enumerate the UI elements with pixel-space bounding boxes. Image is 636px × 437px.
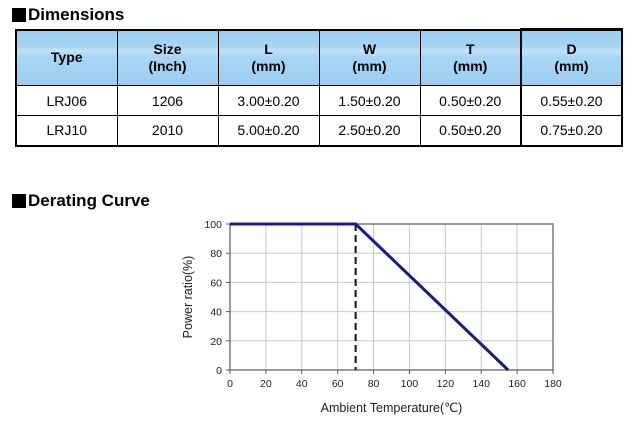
x-axis-title: Ambient Temperature(℃) <box>321 401 463 415</box>
x-tick-label: 20 <box>260 378 272 390</box>
table-cell-t: 0.50±0.20 <box>419 85 522 116</box>
table-cell-type: LRJ10 <box>15 115 118 146</box>
y-axis-title: Power ratio(%) <box>181 256 195 339</box>
x-tick-label: 120 <box>437 378 455 390</box>
table-header-row: Type Size (Inch) L (mm) W (mm) T (mm) <box>15 28 623 86</box>
derating-curve-svg: 0 20 40 60 80 100 120 140 160 180 0 20 40 60 80 100 Ambi… <box>181 219 562 415</box>
table-cell-d: 0.55±0.20 <box>520 85 623 116</box>
x-tick-label: 0 <box>227 378 233 390</box>
section-marker-icon <box>12 8 26 22</box>
section-title-text: Dimensions <box>28 5 125 24</box>
x-tick-label: 100 <box>401 378 419 390</box>
derating-line <box>230 222 510 372</box>
x-tick-label: 180 <box>544 378 562 390</box>
column-header-type: Type <box>15 29 118 86</box>
derating-section-title: Derating Curve <box>12 191 150 211</box>
column-header-l: L (mm) <box>217 29 320 86</box>
x-tick-label: 160 <box>508 378 526 390</box>
y-tick-label: 100 <box>204 219 222 231</box>
table-row: LRJ06 1206 3.00±0.20 1.50±0.20 0.50±0.20… <box>15 85 623 116</box>
plot-frame <box>229 223 554 371</box>
derating-curve-chart: 0 20 40 60 80 100 120 140 160 180 0 20 40 60 80 100 Ambi… <box>170 206 590 434</box>
table-cell-w: 2.50±0.20 <box>318 115 421 146</box>
section-title-text: Derating Curve <box>28 191 150 210</box>
column-header-size: Size (Inch) <box>116 29 219 86</box>
dimensions-section-title: Dimensions <box>12 5 124 25</box>
table-cell-l: 3.00±0.20 <box>217 85 320 116</box>
table-cell-size: 1206 <box>116 85 219 116</box>
y-tick-label: 80 <box>210 248 222 260</box>
section-marker-icon <box>12 194 26 208</box>
x-tick-label: 40 <box>296 378 308 390</box>
table-cell-w: 1.50±0.20 <box>318 85 421 116</box>
y-tick-label: 40 <box>210 307 222 319</box>
dimensions-table: Type Size (Inch) L (mm) W (mm) T (mm) <box>15 28 623 147</box>
table-cell-d: 0.75±0.20 <box>520 115 623 146</box>
x-tick-label: 80 <box>368 378 380 390</box>
x-tick-label: 60 <box>332 378 344 390</box>
x-tick-label: 140 <box>472 378 490 390</box>
table-cell-type: LRJ06 <box>15 85 118 116</box>
column-header-w: W (mm) <box>318 29 421 86</box>
y-tick-label: 20 <box>210 336 222 348</box>
table-cell-t: 0.50±0.20 <box>419 115 522 146</box>
y-tick-label: 0 <box>216 365 222 377</box>
column-header-t: T (mm) <box>419 29 522 86</box>
column-header-d: D (mm) <box>520 28 623 86</box>
table-cell-l: 5.00±0.20 <box>217 115 320 146</box>
table-cell-size: 2010 <box>116 115 219 146</box>
table-row: LRJ10 2010 5.00±0.20 2.50±0.20 0.50±0.20… <box>15 115 623 146</box>
y-tick-label: 60 <box>210 277 222 289</box>
